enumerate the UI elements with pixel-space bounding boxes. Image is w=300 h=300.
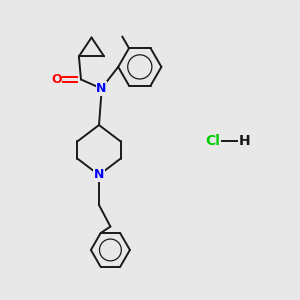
Text: N: N [94, 169, 104, 182]
Text: O: O [51, 73, 62, 86]
Text: H: H [239, 134, 250, 148]
Text: Cl: Cl [206, 134, 220, 148]
Text: N: N [96, 82, 106, 95]
